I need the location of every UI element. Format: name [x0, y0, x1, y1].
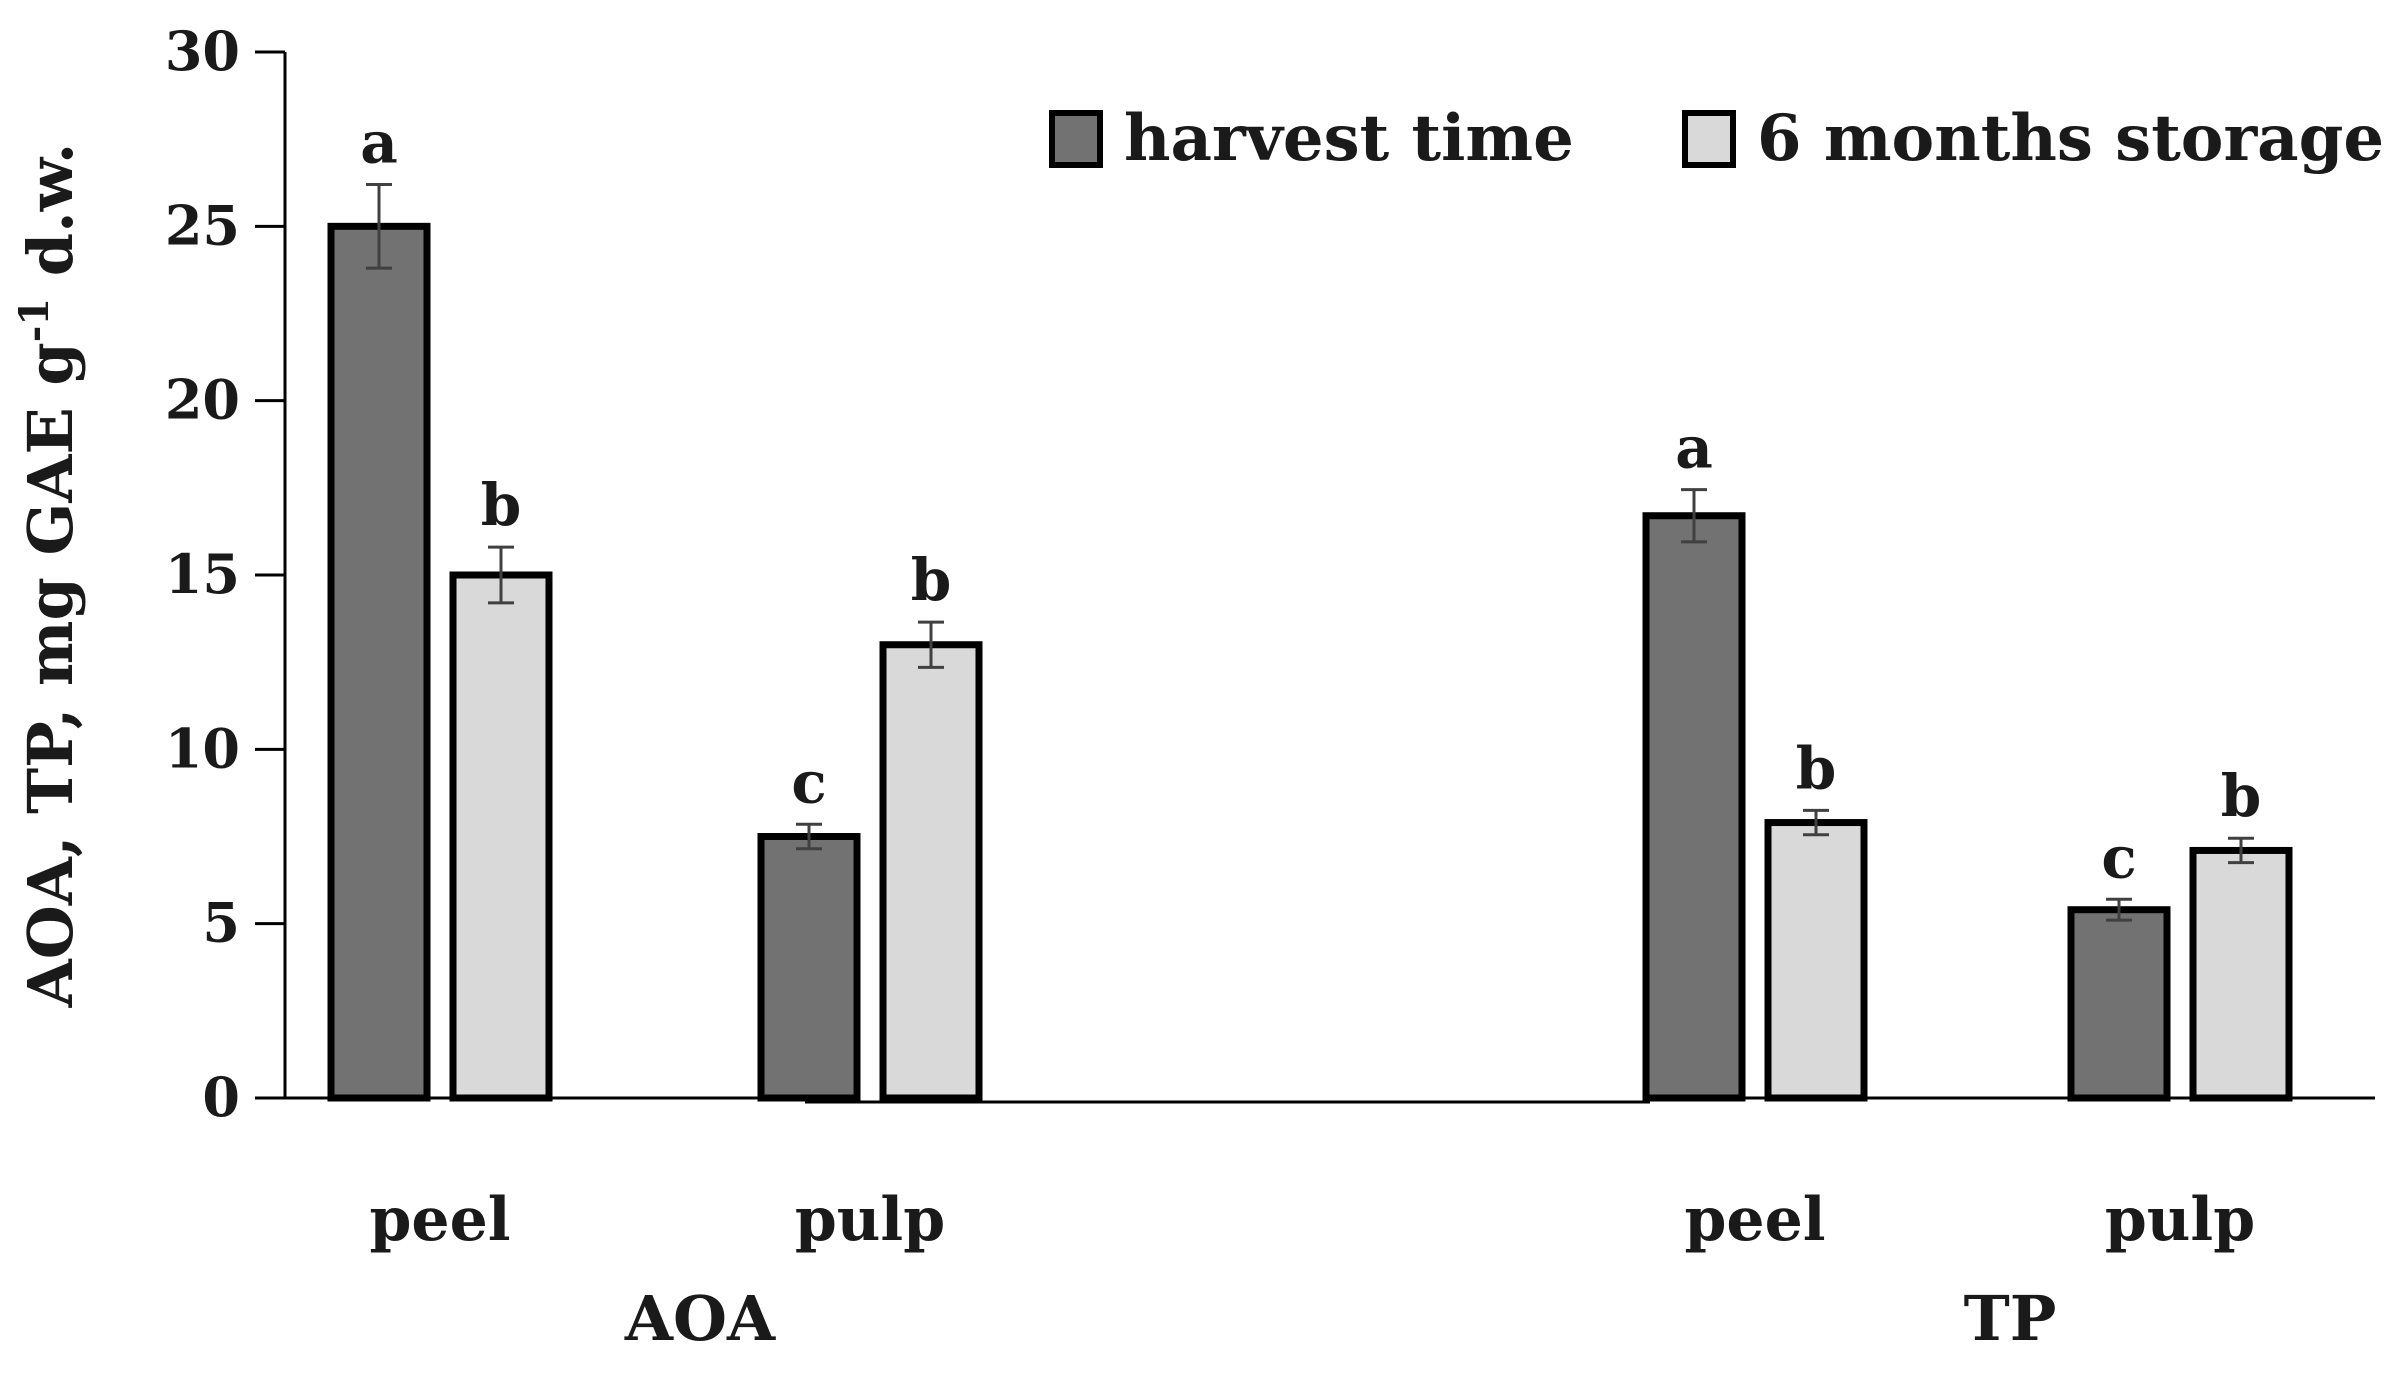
- significance-letter: c: [791, 748, 826, 816]
- y-tick-label: 0: [202, 1065, 240, 1129]
- bar-aoa-peel-harvest: [327, 222, 431, 1102]
- bar-aoa-pulp-storage: [879, 641, 983, 1102]
- y-axis-title-sup: -1: [11, 298, 58, 342]
- y-tick-label: 5: [202, 891, 240, 955]
- bar-tp-pulp-storage: [2189, 846, 2293, 1102]
- significance-letter: b: [481, 471, 522, 539]
- legend-label-harvest: harvest time: [1124, 101, 1574, 176]
- y-axis-title-tail: d.w.: [14, 143, 87, 298]
- y-tick-label: 15: [165, 542, 240, 606]
- legend: harvest time 6 months storage: [1049, 101, 2384, 176]
- significance-letter: c: [2101, 823, 2136, 891]
- group-label: AOA: [624, 1282, 776, 1355]
- bars: [327, 182, 2293, 1102]
- category-label: pulp: [2105, 1185, 2255, 1255]
- bar-aoa-peel-storage: [449, 571, 553, 1102]
- bar-tp-pulp-harvest: [2067, 906, 2171, 1102]
- bar-tp-peel-harvest: [1642, 512, 1746, 1102]
- legend-label-storage: 6 months storage: [1757, 101, 2384, 176]
- significance-letter: b: [1796, 734, 1837, 802]
- category-label: peel: [369, 1185, 510, 1255]
- category-labels: a b peel c b pulp AOA a b peel c b pulp TP: [360, 108, 2261, 1355]
- y-tick-label: 25: [165, 193, 240, 257]
- bar-tp-peel-storage: [1764, 819, 1868, 1102]
- significance-letter: a: [1675, 414, 1713, 482]
- y-axis-title-text: AOA, TP, mg GAE g-1 d.w.: [11, 143, 87, 1009]
- bar-aoa-pulp-harvest: [757, 833, 861, 1102]
- y-axis-title: AOA, TP, mg GAE g-1 d.w.: [11, 143, 87, 1009]
- y-axis-title-main: AOA, TP, mg GAE g: [14, 342, 87, 1008]
- y-tick-label: 20: [165, 368, 240, 432]
- significance-letter: b: [2221, 762, 2262, 830]
- legend-swatch-storage: [1682, 110, 1736, 168]
- y-tick-label: 30: [165, 19, 240, 83]
- y-tick-label: 10: [165, 716, 240, 780]
- legend-swatch-harvest: [1049, 110, 1103, 168]
- significance-letter: a: [360, 108, 398, 176]
- significance-letter: b: [911, 546, 952, 614]
- group-label: TP: [1964, 1282, 2057, 1355]
- category-label: peel: [1684, 1185, 1825, 1255]
- axes: 0 5 10 15 20 25 30: [165, 19, 2375, 1129]
- category-label: pulp: [795, 1185, 945, 1255]
